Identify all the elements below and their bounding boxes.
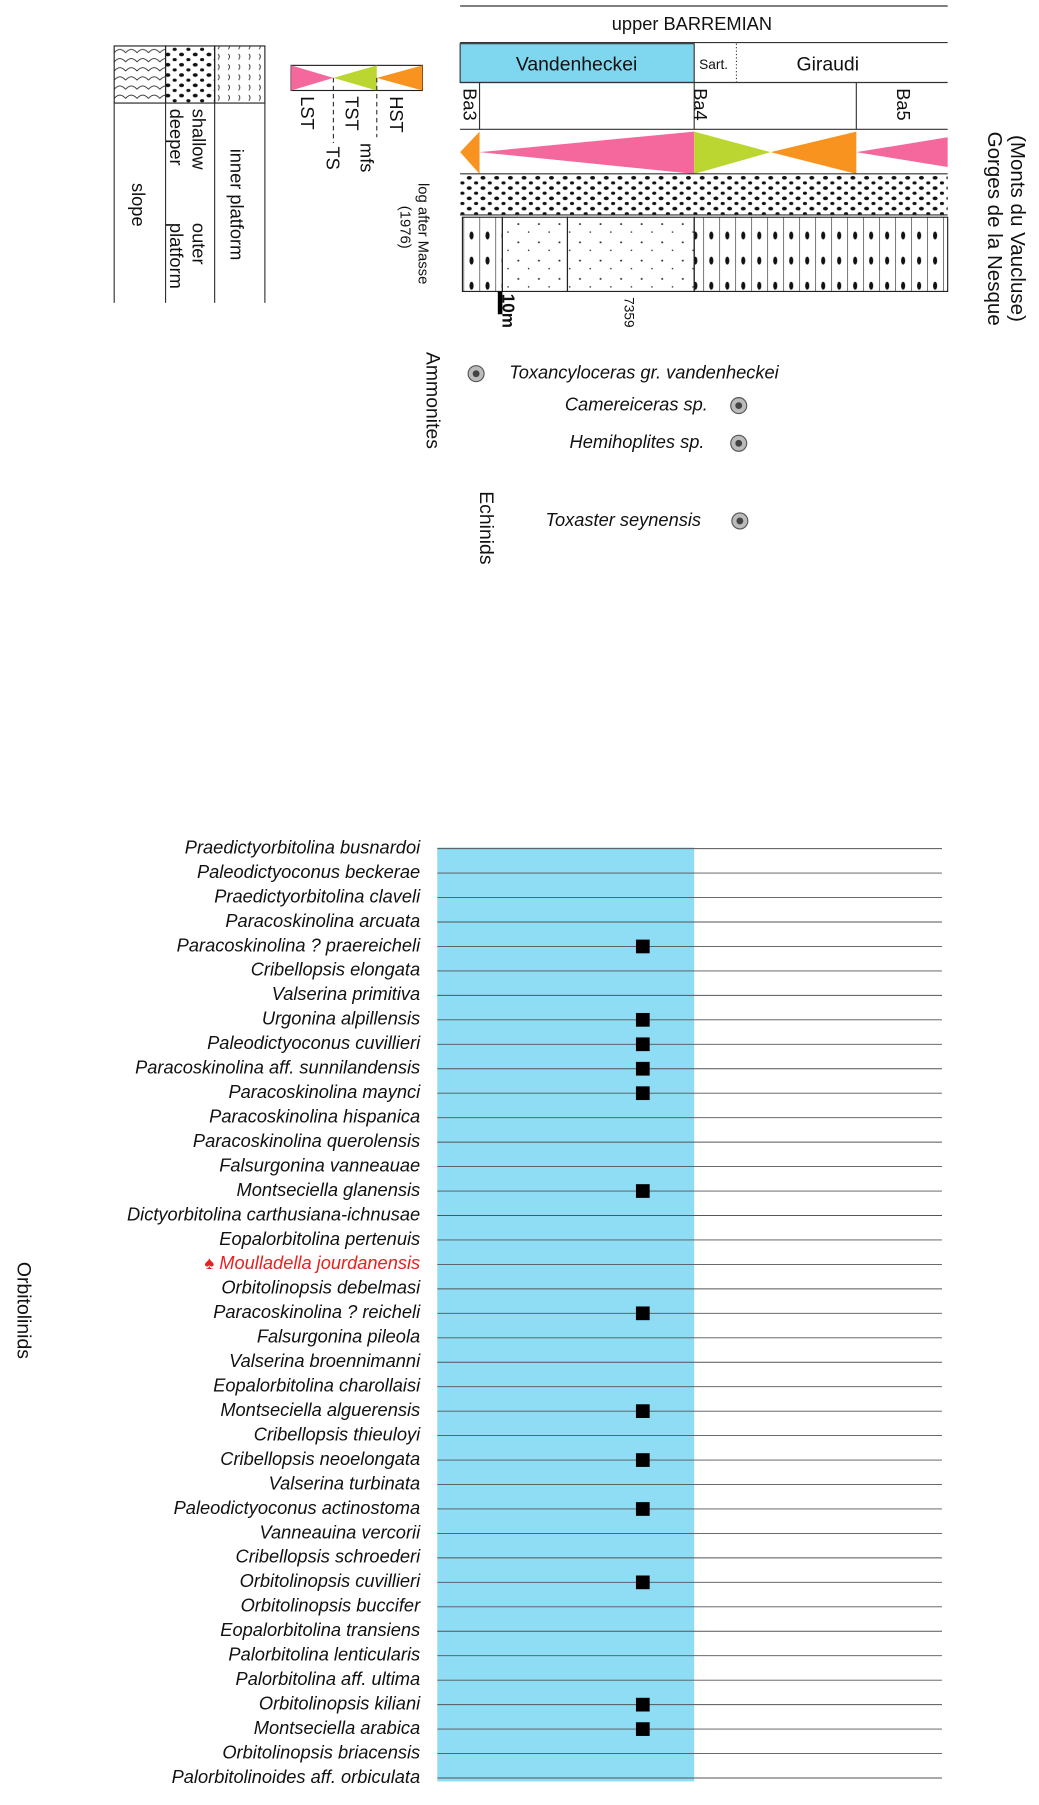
taxon-name: Paracoskinolina arcuata xyxy=(225,910,420,931)
taxon-name: Cribellopsis neoelongata xyxy=(220,1448,420,1469)
facies-label: outer xyxy=(189,223,210,265)
taxon-name: ♠ Moulladella jourdanensis xyxy=(205,1252,421,1273)
group-label: Echinids xyxy=(475,491,497,564)
taxon-name: Toxaster seynensis xyxy=(545,509,701,530)
facies-label: platform xyxy=(166,223,187,289)
taxon-name: Paracoskinolina ? praereicheli xyxy=(177,934,421,955)
taxon-name: Falsurgonina pileola xyxy=(257,1326,420,1347)
taxon-name: Cribellopsis thieuloyi xyxy=(254,1423,421,1444)
taxon-name: Montseciella alguerensis xyxy=(220,1399,420,1420)
facies-label: inner platform xyxy=(226,149,247,261)
group-label: Ammonites xyxy=(421,352,443,449)
log-scale: 10m xyxy=(498,294,517,328)
taxon-name: Valserina broennimanni xyxy=(229,1350,421,1371)
occurrence xyxy=(635,1722,650,1736)
taxon-name: Eopalorbitolina transiens xyxy=(220,1619,420,1640)
taxon-name: Vanneauina vercorii xyxy=(260,1521,422,1542)
site-region: (Monts du Vaucluse) xyxy=(1006,135,1029,322)
facies-label: deeper xyxy=(166,109,187,166)
taxon-name: Camereiceras sp. xyxy=(565,393,708,414)
taxon-name: Paleodictyoconus cuvillieri xyxy=(207,1032,421,1053)
occurrence xyxy=(635,1086,650,1101)
taxon-name: Orbitolinopsis kiliani xyxy=(259,1692,421,1713)
taxon-name: Praedictyorbitolina busnardoi xyxy=(185,836,421,857)
surface-label: TS xyxy=(322,146,343,169)
strat-column: upper BARREMIAN Vandenheckei Sart. Girau… xyxy=(396,5,1029,328)
zone-label: Giraudi xyxy=(797,53,860,75)
zone-label: Vandenheckei xyxy=(516,53,637,75)
site-name: Gorges de la Nesque xyxy=(983,132,1006,326)
taxon-name: Eopalorbitolina charollaisi xyxy=(213,1375,421,1396)
boundary-label: Ba5 xyxy=(893,88,914,120)
sequence-legend: LST TST HST TS mfs xyxy=(290,64,424,172)
occurrence xyxy=(635,1502,650,1516)
occurrence xyxy=(635,939,650,954)
occurrence xyxy=(635,1453,650,1467)
zone-band xyxy=(437,847,695,1782)
taxon-name: Eopalorbitolina pertenuis xyxy=(219,1228,420,1249)
taxon-name: Orbitolinopsis buccifer xyxy=(241,1595,421,1616)
boundary-label: Ba4 xyxy=(690,88,711,120)
taxon-name: Paracoskinolina aff. sunnilandensis xyxy=(135,1057,420,1078)
zone-label: Sart. xyxy=(699,57,728,72)
taxon-name: Palorbitolina aff. ultima xyxy=(236,1668,421,1689)
log-year: (1976) xyxy=(396,206,412,249)
taxon-name: Praedictyorbitolina claveli xyxy=(214,885,421,906)
taxon-name: Cribellopsis elongata xyxy=(251,959,420,980)
taxon-name: Palorbitolinoides aff. orbiculata xyxy=(172,1766,421,1787)
taxon-name: Urgonina alpillensis xyxy=(262,1008,420,1029)
taxon-name: Orbitolinopsis cuvillieri xyxy=(240,1570,421,1591)
surface-label: mfs xyxy=(357,143,378,172)
taxon-name: Dictyorbitolina carthusiana-ichnusae xyxy=(127,1203,420,1224)
taxon-name: Toxancyloceras gr. vandenheckei xyxy=(509,361,779,382)
taxon-name: Montseciella arabica xyxy=(254,1717,420,1738)
taxon-name: Montseciella glanensis xyxy=(237,1179,421,1200)
fossil-icon xyxy=(735,402,743,410)
taxon-name: Hemihoplites sp. xyxy=(570,431,705,452)
tract-label: HST xyxy=(386,96,407,133)
taxon-name: Paracoskinolina querolensis xyxy=(193,1130,420,1151)
facies-label: slope xyxy=(128,183,149,227)
occurrence xyxy=(635,1037,650,1052)
occurrence xyxy=(635,1575,650,1590)
occurrence xyxy=(635,1184,650,1198)
taxon-name: Paracoskinolina hispanica xyxy=(209,1105,420,1126)
facies-legend: slope deeper shallow outer platform inne… xyxy=(113,45,266,303)
tract-label: LST xyxy=(297,96,318,129)
taxon-name: Paracoskinolina maynci xyxy=(228,1081,421,1102)
stage-label: upper BARREMIAN xyxy=(612,13,772,34)
taxon-name: Orbitolinopsis debelmasi xyxy=(221,1277,421,1298)
taxon-name: Paleodictyoconus beckerae xyxy=(197,861,420,882)
taxon-name: Valserina primitiva xyxy=(272,983,420,1004)
occurrence xyxy=(635,1404,650,1418)
taxon-name: Falsurgonina vanneauae xyxy=(219,1154,420,1175)
log-source: log after Masse xyxy=(415,183,431,284)
taxon-name: Orbitolinopsis briacensis xyxy=(222,1741,420,1762)
facies-label: shallow xyxy=(189,109,210,171)
sample-number: 7359 xyxy=(621,297,636,327)
fossil-icon xyxy=(736,517,744,525)
occurrence xyxy=(635,1012,650,1027)
tract-label: TST xyxy=(342,96,363,130)
taxon-name: Paracoskinolina ? reicheli xyxy=(213,1301,421,1322)
boundary-label: Ba3 xyxy=(459,88,480,120)
fossil-icon xyxy=(472,370,480,378)
taxon-name: Paleodictyoconus actinostoma xyxy=(174,1497,421,1518)
taxon-name: Palorbitolina lenticularis xyxy=(228,1644,420,1665)
group-label: Orbitolinids xyxy=(13,1262,35,1359)
fossil-icon xyxy=(735,439,743,447)
occurrence xyxy=(635,1306,650,1321)
taxon-name: Valserina turbinata xyxy=(269,1472,421,1493)
occurrence xyxy=(635,1061,650,1076)
taxon-name: Cribellopsis schroederi xyxy=(236,1546,422,1567)
occurrence xyxy=(635,1697,650,1712)
